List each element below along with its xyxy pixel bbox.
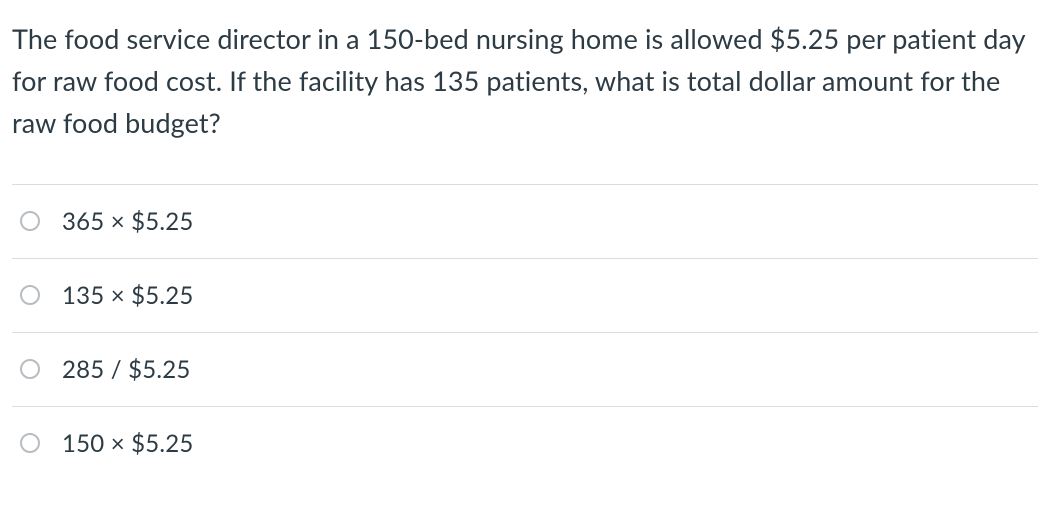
option-row[interactable]: 365 × $5.25	[12, 184, 1038, 258]
option-label: 150 × $5.25	[62, 429, 194, 458]
option-row[interactable]: 285 / $5.25	[12, 332, 1038, 406]
option-row[interactable]: 150 × $5.25	[12, 406, 1038, 480]
radio-icon[interactable]	[20, 211, 40, 231]
options-list: 365 × $5.25 135 × $5.25 285 / $5.25 150 …	[12, 184, 1038, 480]
question-text: The food service director in a 150-bed n…	[12, 18, 1038, 144]
option-label: 285 / $5.25	[62, 355, 190, 384]
option-row[interactable]: 135 × $5.25	[12, 258, 1038, 332]
radio-icon[interactable]	[20, 359, 40, 379]
option-label: 365 × $5.25	[62, 207, 194, 236]
radio-icon[interactable]	[20, 285, 40, 305]
option-label: 135 × $5.25	[62, 281, 194, 310]
radio-icon[interactable]	[20, 433, 40, 453]
